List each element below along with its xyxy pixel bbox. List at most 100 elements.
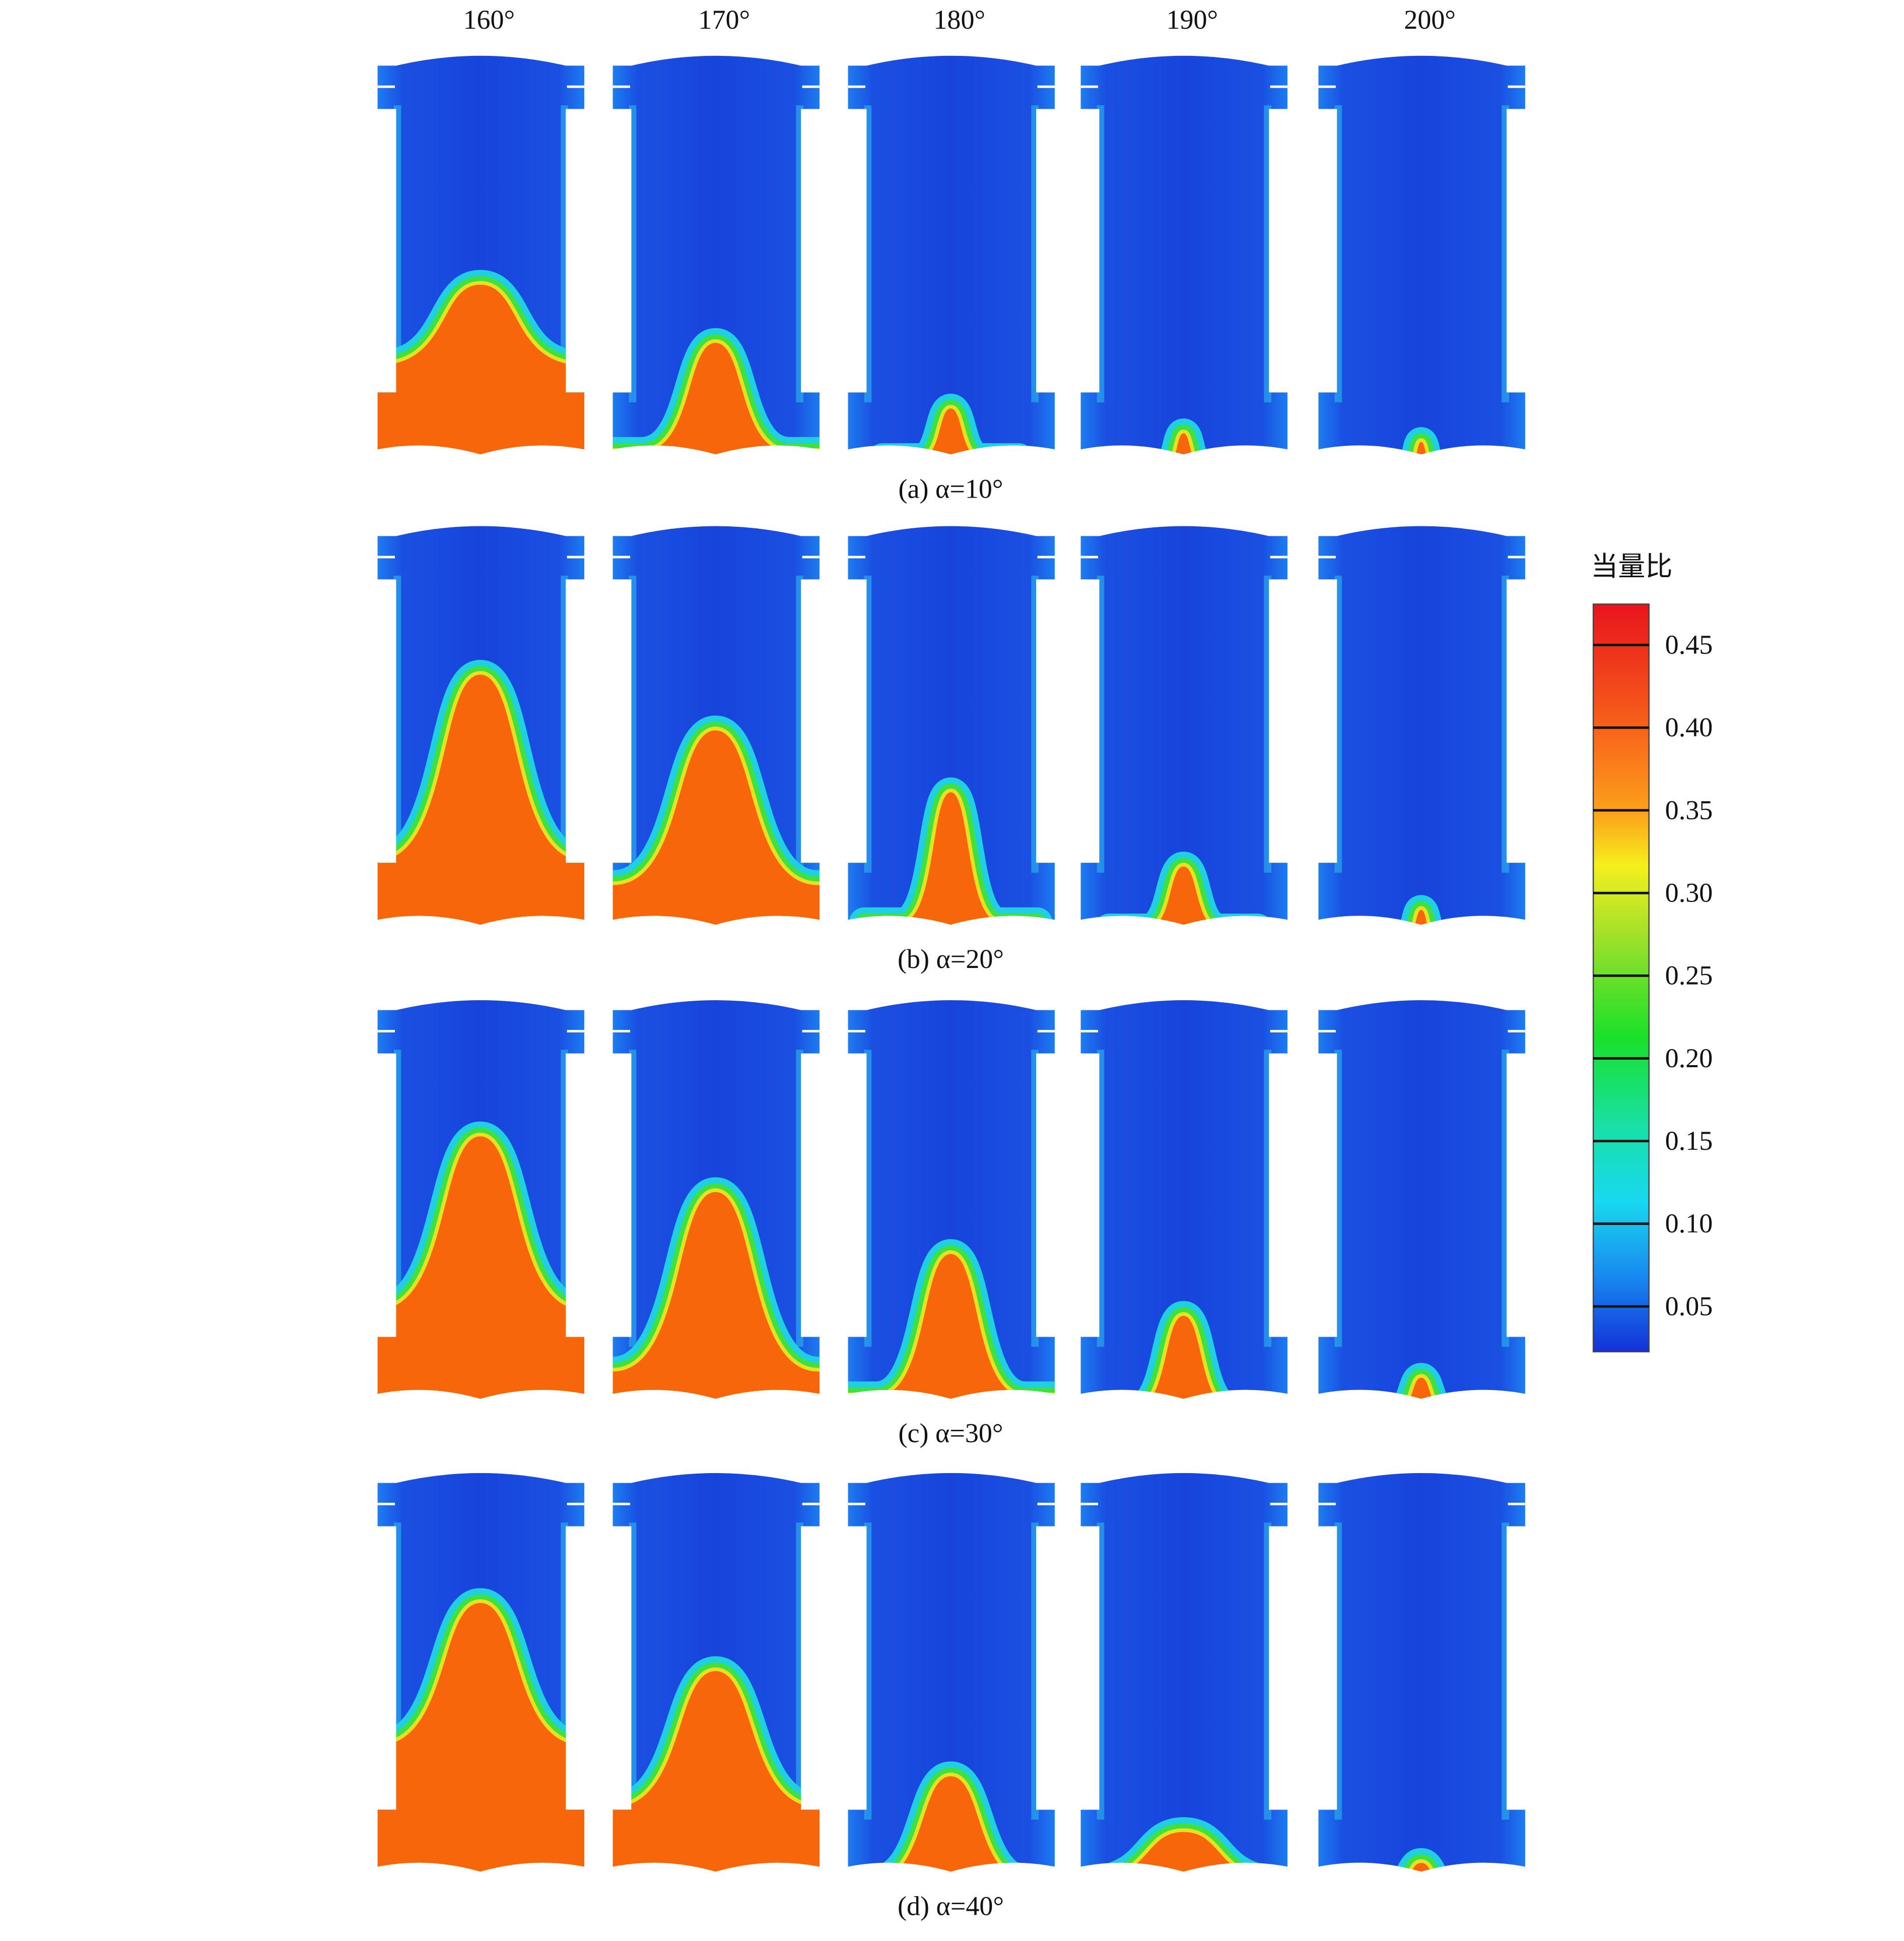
notch [802, 1029, 820, 1032]
notch [1037, 1502, 1055, 1505]
row-caption: (c) α=30° [899, 1418, 1003, 1448]
notch [848, 85, 865, 88]
notch [848, 1502, 865, 1505]
contour-panel [377, 55, 585, 455]
panel-body [848, 526, 1055, 925]
wall-layer [1334, 105, 1342, 402]
colorbar-tick-label: 0.30 [1665, 877, 1713, 908]
column-header: 160° [463, 5, 515, 35]
wall-layer [1502, 105, 1509, 402]
wall-layer [629, 1522, 637, 1820]
notch [567, 1029, 585, 1032]
contour-panel [1080, 1473, 1288, 1872]
plume-yellow [1349, 1859, 1493, 1872]
contour-panel [1318, 1473, 1525, 1872]
wall-layer [393, 575, 401, 873]
notch [1508, 1502, 1525, 1505]
panel-body [848, 55, 1055, 455]
wall-layer [1097, 105, 1105, 402]
notch [848, 1029, 865, 1032]
contour-panel [848, 1473, 1055, 1872]
notch [1508, 85, 1525, 88]
colorbar-tick-label: 0.40 [1665, 712, 1713, 742]
notch [613, 556, 630, 559]
contour-panel [613, 1473, 820, 1872]
plume-core [848, 1776, 1055, 1872]
wall-layer [629, 1050, 637, 1347]
panel-body [1318, 1473, 1525, 1872]
notch [567, 85, 585, 88]
plume-core [1353, 1863, 1489, 1872]
panel-body [1318, 1000, 1525, 1399]
notch [1318, 1502, 1336, 1505]
colorbar [1592, 603, 1650, 1353]
wall-layer [864, 105, 872, 402]
contour-panel [1318, 1000, 1525, 1399]
colorbar-tick-label: 0.35 [1665, 795, 1713, 825]
notch [1080, 1029, 1099, 1032]
wall-layer [796, 575, 804, 873]
notch [377, 85, 395, 88]
notch [1318, 1029, 1336, 1032]
colorbar-tick-label: 0.15 [1665, 1126, 1713, 1156]
column-header: 190° [1166, 5, 1218, 35]
colorbar-tick-label: 0.10 [1665, 1208, 1713, 1238]
wall-layer [1502, 575, 1509, 873]
notch [802, 1502, 820, 1505]
plume-core [1080, 1832, 1288, 1872]
panel-contours [377, 1029, 585, 1399]
panel-body [1080, 1473, 1288, 1872]
panel-body [1318, 55, 1525, 455]
panel-contours [377, 556, 585, 925]
wall-layer [1264, 575, 1272, 873]
notch [567, 556, 585, 559]
wall-layer [1031, 1050, 1039, 1347]
wall-layer [796, 1050, 804, 1347]
notch [1080, 1502, 1099, 1505]
colorbar-tick-label: 0.05 [1665, 1291, 1713, 1321]
notch [1508, 556, 1525, 559]
contour-panel [1080, 55, 1288, 455]
wall-layer [561, 575, 569, 873]
plume-core [1097, 1315, 1270, 1399]
notch [1270, 85, 1288, 88]
notch [377, 1029, 395, 1032]
panel-contours [613, 1029, 820, 1399]
panel-contours [613, 556, 820, 925]
notch [377, 556, 395, 559]
plume-core [377, 1603, 585, 1872]
panel-contours [848, 556, 1055, 925]
plume-yellow [1355, 1374, 1487, 1399]
contour-panel [377, 1473, 585, 1872]
contour-panel [377, 526, 585, 925]
notch [1270, 556, 1288, 559]
wall-layer [1097, 575, 1105, 873]
panel-body [613, 55, 820, 455]
contour-panel [1318, 526, 1525, 925]
column-header: 200° [1404, 5, 1456, 35]
wall-layer [1097, 1050, 1105, 1347]
notch [1508, 1029, 1525, 1032]
plume-core [377, 674, 585, 925]
column-header: 170° [698, 5, 750, 35]
colorbar-tick-label: 0.20 [1665, 1043, 1713, 1073]
row-caption: (d) α=40° [898, 1891, 1004, 1921]
wall-layer [1334, 1522, 1342, 1820]
wall-layer [1264, 105, 1272, 402]
panel-body [1318, 526, 1525, 925]
row-caption: (b) α=20° [898, 944, 1004, 974]
plume-core [1109, 866, 1258, 925]
plume-core [613, 1671, 820, 1872]
panel-contours [613, 1502, 820, 1872]
wall-layer [1502, 1522, 1509, 1820]
notch [613, 1502, 630, 1505]
plume-core [377, 1136, 585, 1399]
notch [1037, 1029, 1055, 1032]
panel-body [848, 1473, 1055, 1872]
column-header: 180° [933, 5, 985, 35]
notch [377, 1502, 395, 1505]
wall-layer [1031, 1522, 1039, 1820]
plume-core [613, 1192, 820, 1399]
panel-contours [377, 85, 585, 455]
wall-layer [1031, 575, 1039, 873]
